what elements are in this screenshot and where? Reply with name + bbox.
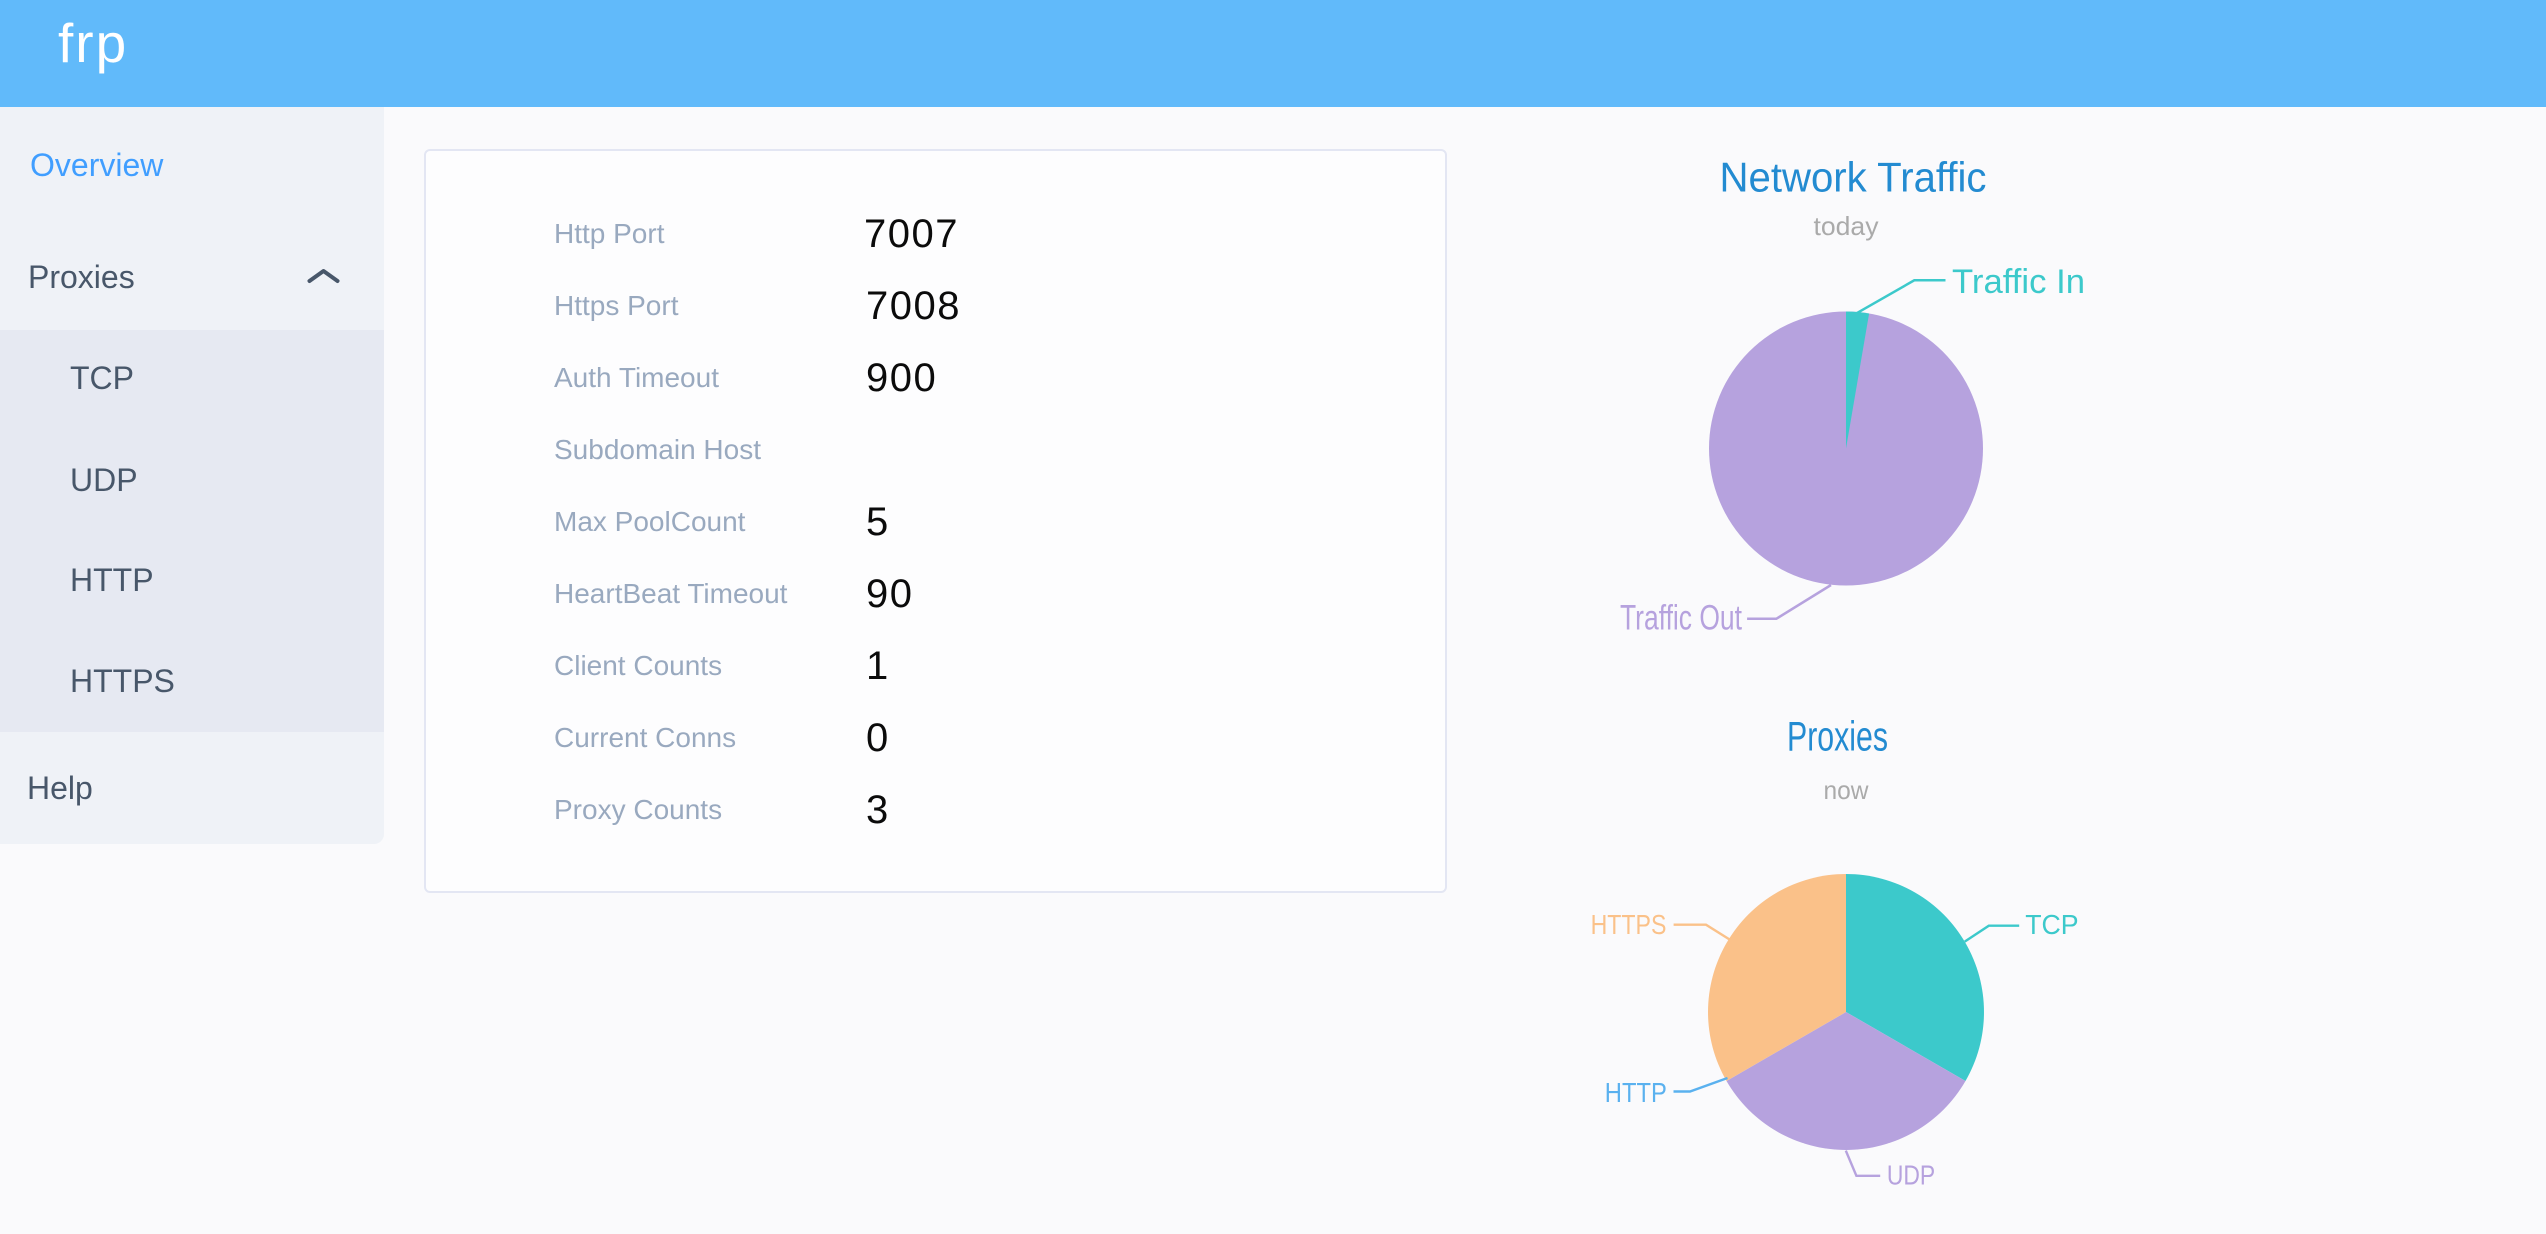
svg-text:Network Traffic: Network Traffic bbox=[1720, 154, 1987, 201]
svg-text:today: today bbox=[1814, 211, 1879, 241]
svg-text:UDP: UDP bbox=[1887, 1160, 1935, 1191]
svg-text:HTTP: HTTP bbox=[1605, 1077, 1667, 1108]
svg-text:HTTPS: HTTPS bbox=[1591, 909, 1667, 940]
svg-text:Proxies: Proxies bbox=[1787, 713, 1888, 760]
svg-text:Traffic Out: Traffic Out bbox=[1620, 599, 1742, 638]
svg-text:Traffic In: Traffic In bbox=[1952, 263, 2085, 301]
svg-text:TCP: TCP bbox=[2025, 909, 2078, 940]
svg-text:now: now bbox=[1824, 775, 1869, 805]
